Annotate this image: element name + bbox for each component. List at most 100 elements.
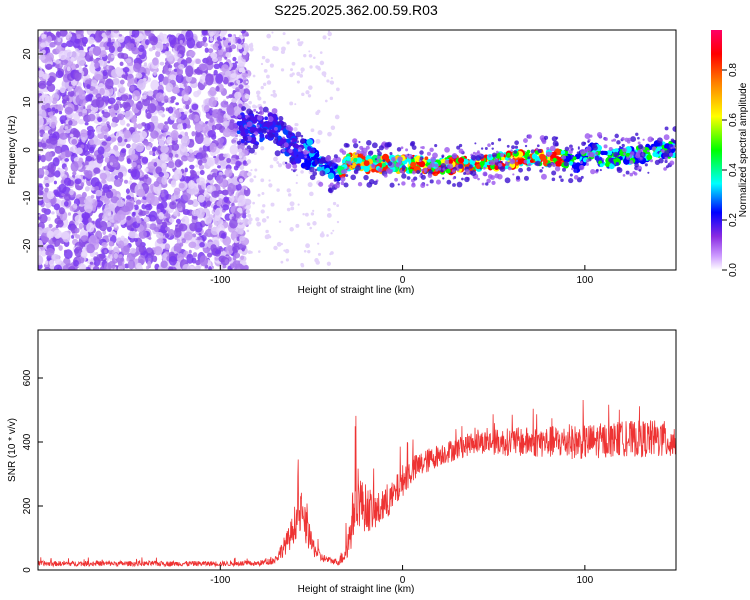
noise-point (198, 63, 207, 71)
noise-point (160, 145, 169, 154)
noise-point (44, 31, 48, 35)
noise-point (332, 229, 335, 232)
noise-point (296, 71, 301, 76)
ridge-halo-point (328, 187, 332, 191)
ridge-point (240, 130, 246, 137)
noise-point (214, 123, 223, 130)
noise-point (199, 242, 205, 248)
ridge-halo-point (441, 155, 444, 159)
noise-point (101, 46, 106, 51)
noise-point (156, 232, 164, 239)
noise-point (214, 96, 219, 101)
noise-point (252, 201, 255, 205)
top-y-tick-label: -20 (22, 238, 33, 253)
noise-point (195, 259, 201, 266)
noise-point (300, 71, 303, 74)
noise-point (250, 42, 253, 45)
noise-point (226, 95, 230, 99)
noise-point (61, 42, 68, 48)
noise-point (280, 49, 285, 55)
noise-point (206, 185, 213, 193)
noise-point (132, 117, 137, 122)
ridge-halo-point (420, 174, 426, 180)
ridge-halo-point (373, 180, 378, 185)
noise-point (119, 61, 124, 67)
noise-point (143, 140, 150, 146)
noise-point (88, 234, 98, 247)
noise-point (152, 70, 158, 76)
noise-point (248, 217, 253, 222)
ridge-halo-point (481, 182, 485, 186)
noise-point (144, 210, 150, 215)
ridge-halo-point (435, 179, 441, 185)
noise-point (102, 184, 110, 193)
noise-point (131, 46, 140, 55)
ridge-halo-point (534, 161, 539, 166)
noise-point (317, 242, 320, 245)
noise-point (209, 37, 214, 42)
ridge-halo-point (463, 171, 467, 176)
noise-point (38, 235, 41, 240)
ridge-halo-point (376, 155, 381, 160)
ridge-halo-point (479, 167, 482, 170)
ridge-halo-point (472, 151, 476, 155)
noise-point (163, 45, 167, 50)
ridge-halo-point (356, 149, 361, 154)
ridge-point (324, 167, 331, 174)
noise-point (66, 40, 74, 48)
noise-point (236, 236, 240, 242)
ridge-halo-point (491, 152, 497, 158)
noise-point (326, 261, 331, 266)
noise-point (92, 265, 100, 270)
noise-point (124, 179, 129, 184)
noise-point (243, 79, 249, 86)
noise-point (208, 266, 212, 270)
noise-point (133, 238, 138, 243)
noise-point (68, 265, 76, 270)
ridge-halo-point (583, 148, 589, 154)
ridge-halo-point (484, 147, 488, 150)
noise-point (305, 90, 310, 95)
ridge-halo-point (266, 129, 270, 133)
noise-point (104, 157, 110, 163)
ridge-halo-point (634, 162, 639, 168)
noise-point (308, 85, 313, 90)
noise-point (131, 30, 140, 38)
noise-point (82, 178, 86, 183)
ridge-halo-point (407, 153, 410, 156)
ridge-halo-point (576, 151, 580, 155)
noise-point (247, 250, 252, 254)
noise-point (185, 104, 190, 110)
noise-point (197, 194, 205, 203)
noise-point (186, 124, 191, 129)
noise-point (145, 39, 150, 46)
noise-point (323, 74, 327, 78)
ridge-halo-point (353, 142, 359, 149)
noise-point (294, 103, 297, 106)
ridge-halo-point (410, 140, 416, 146)
noise-point (203, 137, 212, 147)
noise-point (261, 191, 265, 195)
noise-point (182, 122, 188, 130)
noise-point (107, 37, 112, 43)
ridge-halo-point (493, 158, 499, 163)
ridge-halo-point (276, 122, 281, 126)
noise-point (84, 201, 93, 214)
noise-point (75, 48, 79, 52)
noise-point (84, 186, 90, 192)
ridge-halo-point (300, 134, 304, 138)
noise-point (54, 170, 61, 178)
noise-point (160, 200, 168, 209)
noise-point (93, 256, 98, 262)
ridge-halo-point (396, 147, 402, 152)
ridge-halo-point (254, 131, 259, 136)
ridge-halo-point (274, 136, 279, 141)
noise-point (119, 103, 123, 108)
noise-point (173, 169, 183, 180)
noise-point (268, 179, 271, 182)
noise-point (78, 157, 84, 164)
noise-point (188, 113, 196, 120)
ridge-halo-point (651, 146, 657, 151)
noise-point (261, 55, 266, 60)
noise-point (165, 226, 170, 231)
